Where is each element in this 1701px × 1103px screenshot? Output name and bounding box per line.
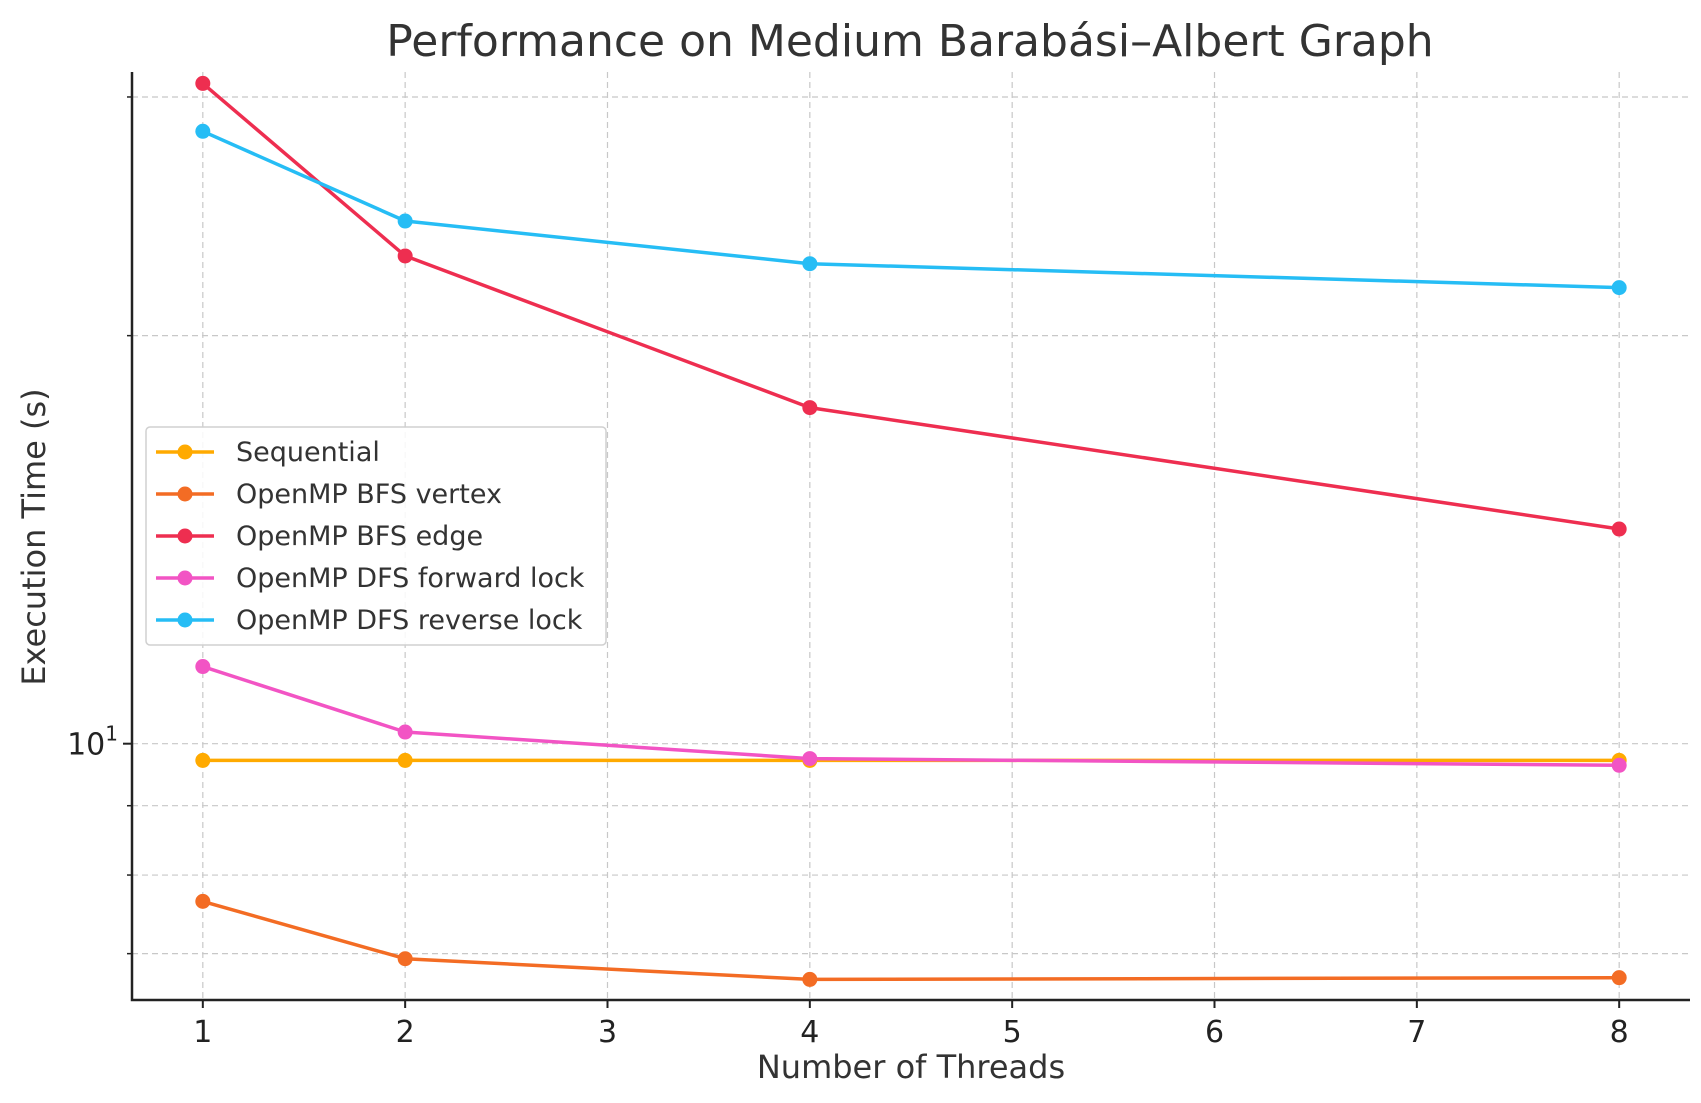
x-tick-label: 5 [1003, 1015, 1022, 1050]
x-tick-label: 2 [396, 1015, 415, 1050]
series-line-openmp-bfs-vertex [202, 899, 1620, 982]
data-point-openmp-dfs-forward-lock [195, 659, 211, 675]
x-tick-label: 8 [1610, 1015, 1629, 1050]
data-point-openmp-bfs-edge [802, 400, 818, 416]
legend-marker-openmp-bfs-vertex [177, 486, 193, 502]
x-tick-label: 6 [1205, 1015, 1224, 1050]
data-point-sequential [397, 752, 413, 768]
legend-marker-openmp-dfs-forward-lock [177, 570, 193, 586]
series-line-openmp-dfs-reverse-lock [202, 129, 1620, 290]
x-axis-label: Number of Threads [757, 1048, 1065, 1086]
legend-label: OpenMP DFS forward lock [236, 563, 585, 594]
legend-marker-sequential [177, 444, 193, 460]
legend-label: OpenMP BFS vertex [236, 479, 502, 510]
data-point-openmp-dfs-forward-lock [397, 724, 413, 740]
data-point-openmp-bfs-edge [195, 75, 211, 91]
x-tick-label: 3 [598, 1015, 617, 1050]
legend-frame [145, 426, 607, 646]
y-axis-label: Execution Time (s) [15, 388, 53, 685]
legend-label: Sequential [236, 437, 380, 468]
legend: Sequential OpenMP BFS vertex OpenMP BFS ed… [145, 426, 607, 646]
data-point-openmp-dfs-reverse-lock [397, 213, 413, 229]
axes-spines [130, 72, 1690, 1002]
y-tick-label: 101 [67, 722, 118, 763]
series-lines [201, 82, 1620, 982]
legend-marker-openmp-dfs-reverse-lock [177, 612, 193, 628]
data-point-openmp-dfs-forward-lock [1611, 757, 1627, 773]
legend-items: Sequential OpenMP BFS vertex OpenMP BFS ed… [156, 437, 585, 636]
x-tick-label: 1 [193, 1015, 212, 1050]
x-tick-label: 7 [1407, 1015, 1426, 1050]
legend-label: OpenMP BFS edge [236, 521, 483, 552]
data-point-openmp-bfs-edge [397, 248, 413, 264]
x-axis-ticks: 1 2 3 4 5 6 7 8 [193, 1000, 1629, 1050]
data-point-openmp-dfs-reverse-lock [802, 256, 818, 272]
data-point-openmp-bfs-vertex [397, 951, 413, 967]
data-point-openmp-dfs-reverse-lock [1611, 280, 1627, 296]
series-line-openmp-bfs-edge [201, 82, 1620, 531]
series-line-openmp-dfs-forward-lock [202, 664, 1620, 768]
data-point-openmp-dfs-reverse-lock [195, 123, 211, 139]
data-point-openmp-bfs-vertex [195, 893, 211, 909]
data-point-sequential [195, 752, 211, 768]
data-point-openmp-dfs-forward-lock [802, 751, 818, 767]
series-points [195, 75, 1627, 987]
data-point-openmp-bfs-vertex [802, 971, 818, 987]
data-point-openmp-bfs-edge [1611, 521, 1627, 537]
legend-label: OpenMP DFS reverse lock [236, 605, 583, 636]
data-point-openmp-bfs-vertex [1611, 970, 1627, 986]
x-tick-label: 4 [800, 1015, 819, 1050]
legend-marker-openmp-bfs-edge [177, 528, 193, 544]
y-axis-ticks: 101 [67, 96, 132, 955]
chart-title: Performance on Medium Barabási–Albert Gr… [386, 16, 1433, 67]
